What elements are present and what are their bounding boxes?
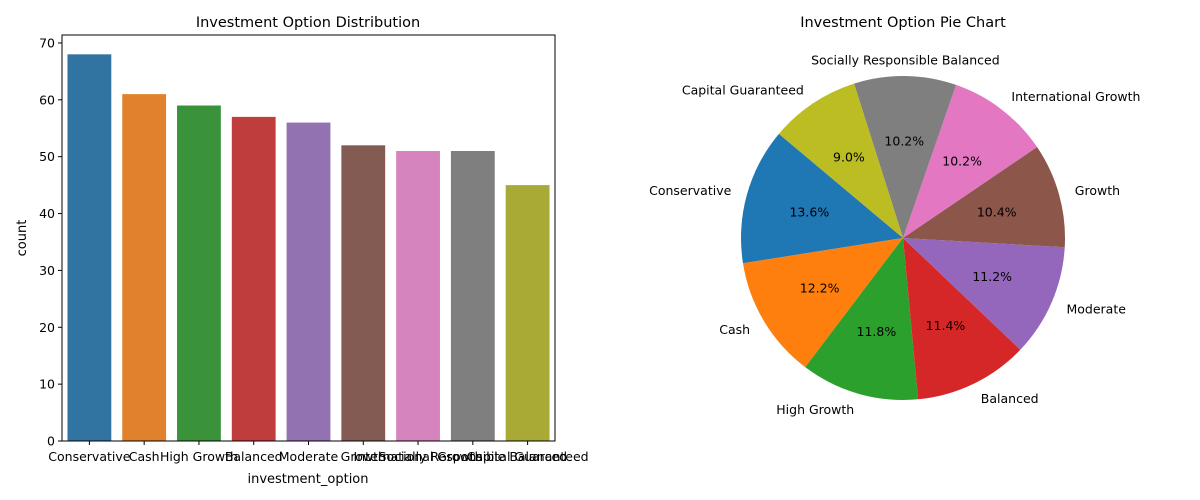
bar-x-tick-label: Cash — [129, 449, 160, 464]
bar-x-tick-label: Moderate — [279, 449, 339, 464]
bar-x-axis-label: investment_option — [247, 472, 368, 487]
pie-slice-growth — [903, 147, 1065, 248]
pie-percent-label: 9.0% — [833, 150, 865, 165]
bar-socially-responsible-balanced — [450, 151, 495, 441]
bar-conservative — [67, 54, 112, 441]
bar-x-tick-label: Socially Responsible Balanced — [379, 449, 568, 464]
bar-y-tick-label: 20 — [39, 320, 55, 335]
pie-percent-label: 11.8% — [857, 324, 897, 339]
pie-percent-label: 10.2% — [942, 153, 982, 168]
pie-category-label: Conservative — [649, 183, 731, 198]
pie-slice-capital-guaranteed — [778, 83, 903, 238]
bar-y-axis: 0 10 20 30 40 50 60 70 — [39, 35, 62, 449]
bar-y-tick-label: 30 — [39, 263, 55, 278]
bar-x-tick-label: High Growth — [160, 449, 238, 464]
bar-y-tick-label: 70 — [39, 35, 55, 50]
pie-labels: 13.6% Conservative 12.2% Cash 11.8% High Grow… — [649, 52, 1140, 417]
bar-balanced — [231, 116, 276, 441]
pie-percent-label: 11.2% — [972, 269, 1012, 284]
pie-category-label: International Growth — [1011, 89, 1140, 104]
bar-high-growth — [177, 105, 221, 442]
bar-capital-guaranteed — [505, 185, 550, 441]
bar-y-tick-label: 60 — [39, 92, 55, 107]
bar-y-axis-label: count — [15, 220, 30, 257]
bar-growth — [341, 145, 386, 441]
pie-category-label: Capital Guaranteed — [682, 82, 804, 97]
bar-y-tick-label: 0 — [47, 434, 55, 449]
bar-y-tick-label: 40 — [39, 206, 55, 221]
bar-plot-frame — [61, 34, 556, 442]
pie-percent-label: 11.4% — [926, 318, 966, 333]
bar-y-tick-label: 50 — [39, 149, 55, 164]
bar-x-tick-label: Capital Guaranteed — [467, 449, 589, 464]
pie-category-label: Moderate — [1066, 301, 1126, 316]
bar-moderate — [286, 122, 331, 441]
bar-cash — [122, 94, 167, 441]
pie-category-label: Socially Responsible Balanced — [811, 52, 1000, 67]
pie-slice-conservative — [740, 133, 903, 264]
bar-international-growth — [396, 151, 440, 441]
pie-slice-high-growth — [805, 238, 919, 400]
bar-x-tick-label: Growth — [341, 449, 386, 464]
pie-category-label: Cash — [719, 322, 750, 337]
bar-x-tick-label: International Growth — [354, 449, 483, 464]
pie-slice-socially-responsible-balanced — [854, 75, 957, 238]
pie-slice-international-growth — [903, 84, 1038, 238]
pie-slice-cash — [742, 238, 903, 368]
pie-slice-moderate — [903, 238, 1065, 350]
bar-chart-title: Investment Option Distribution — [196, 15, 420, 31]
pie-percent-label: 10.4% — [977, 205, 1017, 220]
pie-series — [740, 75, 1065, 400]
pie-percent-label: 12.2% — [800, 280, 840, 295]
pie-slice-balanced — [903, 238, 1021, 400]
pie-chart: Investment Option Pie Chart 13.6% Conserv… — [649, 15, 1140, 417]
pie-chart-title: Investment Option Pie Chart — [800, 15, 1006, 31]
pie-category-label: Balanced — [981, 391, 1039, 406]
bar-x-tick-label: Conservative — [48, 449, 130, 464]
bar-chart: Investment Option Distribution 0 10 20 30 40… — [15, 15, 589, 487]
pie-category-label: Growth — [1075, 183, 1120, 198]
bar-y-tick-label: 10 — [39, 377, 55, 392]
bar-x-tick-label: Balanced — [225, 449, 283, 464]
pie-percent-label: 13.6% — [789, 204, 829, 219]
bar-series — [67, 54, 550, 442]
pie-category-label: High Growth — [776, 402, 854, 417]
pie-percent-label: 10.2% — [884, 133, 924, 148]
